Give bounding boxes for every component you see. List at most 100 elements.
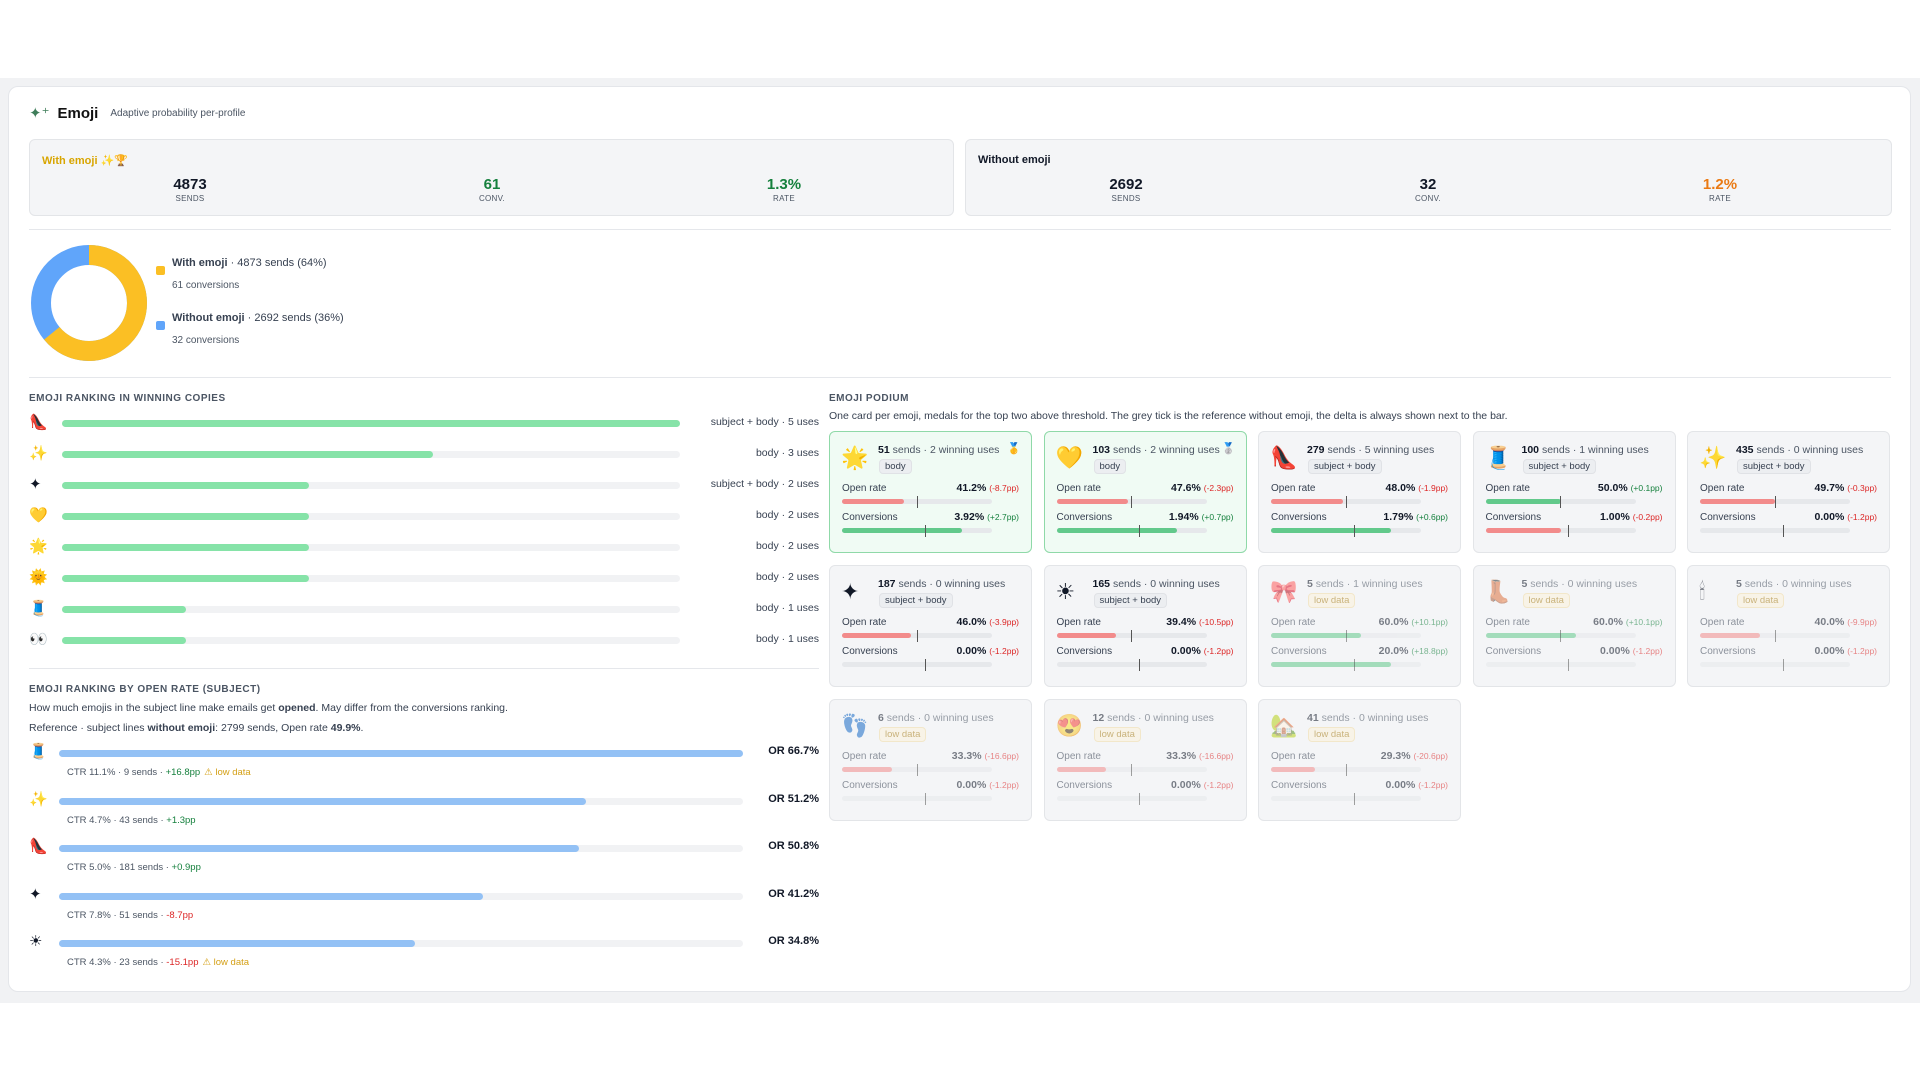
legend-swatch-with bbox=[156, 266, 165, 275]
open-rate-number: 50.0% bbox=[1597, 482, 1628, 494]
conversions-delta: (-1.2pp) bbox=[1847, 512, 1877, 522]
low-data-badge: low data bbox=[1522, 593, 1570, 608]
emoji-icon: 💛 bbox=[1055, 445, 1083, 470]
sends-count: 12 bbox=[1092, 712, 1105, 724]
open-rate-bar-fill bbox=[1271, 633, 1361, 638]
conversions-delta: (-1.2pp) bbox=[1203, 780, 1234, 790]
card-summary: 5 sends · 0 winning uses bbox=[1522, 578, 1638, 590]
reference-tick bbox=[916, 630, 918, 642]
conversions-delta: (-1.2pp) bbox=[989, 780, 1019, 790]
ctr-text: CTR 4.3% · 23 sends · bbox=[67, 957, 167, 968]
open-rate-value: 60.0% (+10.1pp) bbox=[1379, 616, 1448, 628]
winning-uses: sends · 0 winning uses bbox=[1110, 578, 1220, 590]
open-rate-delta: (+0.1pp) bbox=[1630, 483, 1663, 493]
openrate-value: OR 41.2% bbox=[768, 887, 819, 900]
usage-bar-track bbox=[62, 544, 680, 551]
usage-bar-fill bbox=[62, 482, 310, 489]
with-emoji-rate-key: RATE bbox=[773, 194, 795, 203]
podium-card: 🌟 51 sends · 2 winning uses 🥇 body Open rate… bbox=[829, 431, 1032, 553]
open-rate-bar-fill bbox=[842, 767, 892, 772]
open-rate-delta: (-16.6pp) bbox=[1199, 751, 1234, 761]
conversions-value: 0.00% (-1.2pp) bbox=[957, 645, 1019, 657]
legend-with-detail: · 4873 sends (64%) bbox=[227, 257, 327, 269]
without-emoji-rate: 1.2% RATE bbox=[1660, 176, 1780, 203]
with-emoji-summary-card: With emoji ✨🏆 4873 SENDS 61 CONV. 1.3% R… bbox=[29, 139, 954, 216]
open-rate-number: 49.7% bbox=[1814, 482, 1845, 494]
emoji-icon: 🌟 bbox=[841, 445, 869, 470]
reference-bold: without emoji bbox=[147, 722, 216, 734]
ctr-text: CTR 4.7% · 43 sends · bbox=[67, 814, 167, 826]
conversions-bar-track bbox=[1056, 528, 1207, 533]
emoji-icon: 🕯 bbox=[1699, 579, 1706, 604]
conversions-delta: (+0.7pp) bbox=[1201, 512, 1234, 522]
podium-card: 🧵 100 sends · 1 winning uses subject + bod… bbox=[1472, 431, 1676, 553]
emoji-icon: 👣 bbox=[841, 713, 869, 738]
reference-tick bbox=[916, 764, 918, 776]
winning-uses: sends · 0 winning uses bbox=[1104, 712, 1214, 724]
open-rate-bar-fill bbox=[842, 633, 911, 638]
conversions-label: Conversions bbox=[1700, 512, 1756, 523]
usage-bar-fill bbox=[62, 451, 433, 458]
open-rate-bar-fill bbox=[1271, 767, 1315, 772]
divider bbox=[29, 229, 1891, 230]
conversions-bar-track bbox=[1056, 662, 1207, 667]
open-rate-number: 33.3% bbox=[951, 750, 982, 762]
conversions-delta: (-1.2pp) bbox=[1418, 780, 1448, 790]
conversions-label: Conversions bbox=[1271, 780, 1327, 791]
usage-bar-fill bbox=[62, 637, 186, 644]
reference-tick bbox=[1568, 659, 1569, 671]
emoji-icon: 😍 bbox=[1055, 713, 1083, 738]
legend-with-conversions: 61 conversions bbox=[172, 280, 240, 291]
legend-without-detail: · 2692 sends (36%) bbox=[244, 312, 344, 324]
reference-tick bbox=[1131, 630, 1133, 642]
reference-tick bbox=[1139, 525, 1140, 537]
conversions-bar-track bbox=[1485, 528, 1636, 533]
open-rate-value: 29.3% (-20.6pp) bbox=[1381, 750, 1448, 762]
winning-uses: sends · 2 winning uses bbox=[889, 444, 1000, 456]
winning-row: 🧵 body · 1 uses bbox=[29, 599, 819, 619]
emoji-icon: 🎀 bbox=[1270, 579, 1298, 604]
card-summary: 100 sends · 1 winning uses bbox=[1522, 444, 1649, 456]
open-rate-value: 48.0% (-1.9pp) bbox=[1386, 482, 1448, 494]
conversions-delta: (+18.8pp) bbox=[1411, 646, 1448, 656]
conversions-value: 0.00% (-1.2pp) bbox=[1815, 511, 1877, 523]
emoji-icon: 🏡 bbox=[1270, 713, 1298, 738]
openrate-bar-fill bbox=[59, 845, 579, 852]
delta-value: +0.9pp bbox=[171, 862, 201, 873]
open-rate-label: Open rate bbox=[1700, 617, 1745, 628]
low-data-badge: low data bbox=[1308, 593, 1356, 608]
without-emoji-rate-value: 1.2% bbox=[1702, 176, 1738, 193]
low-data-badge: low data bbox=[879, 727, 927, 742]
openrate-row: 👠 OR 50.8% CTR 5.0% · 181 sends · +0.9pp bbox=[29, 838, 819, 878]
reference-tick bbox=[1560, 496, 1562, 508]
openrate-row: ☀ OR 34.8% CTR 4.3% · 23 sends · -15.1pp ⚠ … bbox=[29, 933, 819, 973]
conversions-bar-fill bbox=[1056, 528, 1177, 533]
open-rate-label: Open rate bbox=[1271, 751, 1316, 762]
open-rate-value: 50.0% (+0.1pp) bbox=[1598, 482, 1663, 494]
ctr-text: CTR 7.8% · 51 sends · bbox=[67, 909, 167, 921]
without-emoji-sends-value: 2692 bbox=[1109, 176, 1143, 193]
conversions-value: 0.00% (-1.2pp) bbox=[1171, 645, 1233, 657]
usage-meta: body · 2 uses bbox=[755, 509, 819, 521]
openrate-description: How much emojis in the subject line make… bbox=[29, 702, 508, 714]
card-summary: 51 sends · 2 winning uses bbox=[878, 444, 999, 456]
conversions-delta: (-1.2pp) bbox=[1632, 646, 1663, 656]
openrate-bar-fill bbox=[59, 940, 415, 947]
emoji-icon: 🧵 bbox=[29, 743, 48, 760]
open-rate-value: 39.4% (-10.5pp) bbox=[1166, 616, 1233, 628]
conversions-bar-fill bbox=[842, 528, 962, 533]
conversions-value: 3.92% (+2.7pp) bbox=[954, 511, 1019, 523]
usage-bar-fill bbox=[62, 606, 186, 613]
panel-title: Emoji bbox=[57, 105, 99, 122]
podium-title: EMOJI PODIUM bbox=[829, 393, 909, 404]
open-rate-label: Open rate bbox=[1056, 751, 1101, 762]
podium-description: One card per emoji, medals for the top t… bbox=[829, 410, 1508, 422]
ctr-text: CTR 5.0% · 181 sends · bbox=[67, 862, 172, 873]
openrate-row: ✨ OR 51.2% CTR 4.7% · 43 sends · +1.3pp bbox=[29, 791, 819, 831]
emoji-icon: 🧵 bbox=[1484, 445, 1512, 470]
openrate-bar-track bbox=[59, 750, 743, 757]
winning-uses: sends · 0 winning uses bbox=[1527, 578, 1638, 590]
conversions-number: 0.00% bbox=[1600, 645, 1630, 657]
conversions-number: 1.94% bbox=[1168, 511, 1199, 523]
open-rate-value: 33.3% (-16.6pp) bbox=[1166, 750, 1233, 762]
